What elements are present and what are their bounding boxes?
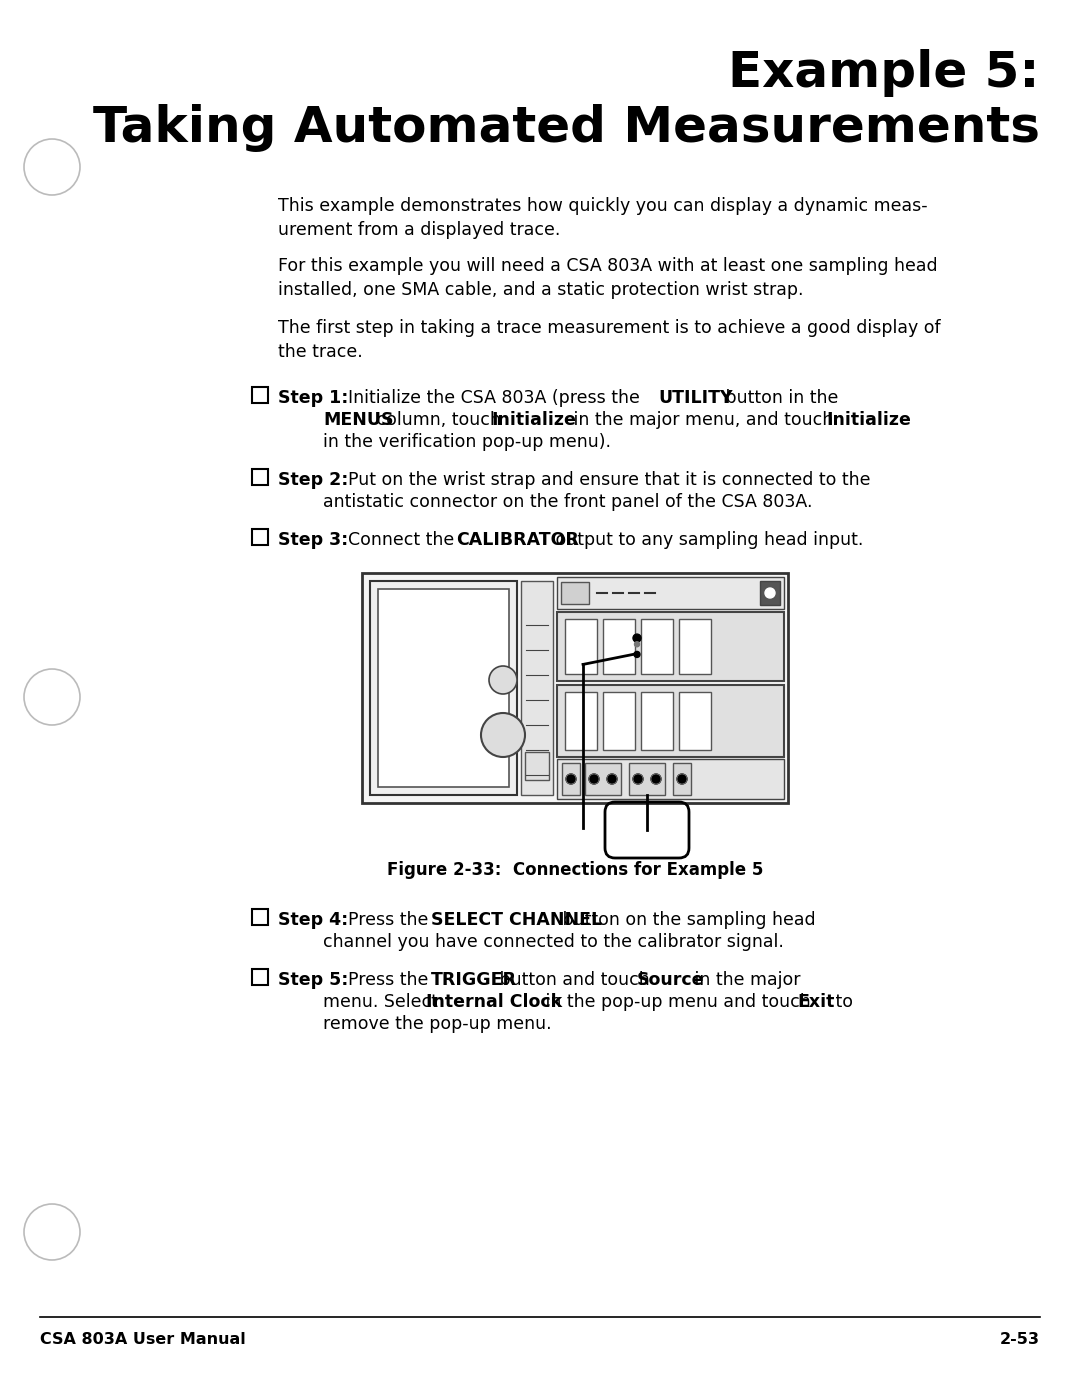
- Text: This example demonstrates how quickly you can display a dynamic meas-
urement fr: This example demonstrates how quickly yo…: [278, 197, 928, 239]
- Text: output to any sampling head input.: output to any sampling head input.: [550, 531, 863, 549]
- Bar: [525, 752, 549, 780]
- Text: channel you have connected to the calibrator signal.: channel you have connected to the calibr…: [323, 933, 784, 951]
- Bar: [603, 619, 635, 673]
- Text: Exit: Exit: [797, 993, 835, 1011]
- Text: Put on the wrist strap and ensure that it is connected to the: Put on the wrist strap and ensure that i…: [348, 471, 870, 489]
- Circle shape: [489, 666, 517, 694]
- Text: CALIBRATOR: CALIBRATOR: [456, 531, 579, 549]
- Bar: [642, 692, 673, 750]
- Text: TRIGGER: TRIGGER: [431, 971, 517, 989]
- Text: Initialize the CSA 803A (press the: Initialize the CSA 803A (press the: [348, 388, 646, 407]
- Circle shape: [633, 774, 643, 784]
- Text: Step 5:: Step 5:: [278, 971, 349, 989]
- Circle shape: [607, 774, 617, 784]
- Text: remove the pop-up menu.: remove the pop-up menu.: [323, 1016, 552, 1032]
- Text: button on the sampling head: button on the sampling head: [557, 911, 815, 929]
- Bar: [760, 581, 780, 605]
- Text: Initialize: Initialize: [491, 411, 576, 429]
- Text: Source: Source: [637, 971, 704, 989]
- Bar: [370, 581, 517, 795]
- Circle shape: [765, 588, 775, 598]
- Text: Initialize: Initialize: [826, 411, 910, 429]
- Bar: [521, 581, 553, 795]
- Bar: [561, 583, 589, 604]
- Text: antistatic connector on the front panel of the CSA 803A.: antistatic connector on the front panel …: [323, 493, 812, 511]
- Text: Figure 2-33:  Connections for Example 5: Figure 2-33: Connections for Example 5: [387, 861, 764, 879]
- Text: Press the: Press the: [348, 971, 434, 989]
- Text: to: to: [831, 993, 853, 1011]
- Bar: [252, 387, 268, 402]
- Bar: [629, 763, 665, 795]
- Bar: [557, 577, 784, 609]
- Circle shape: [651, 774, 661, 784]
- Text: Step 3:: Step 3:: [278, 531, 348, 549]
- Text: Step 4:: Step 4:: [278, 911, 348, 929]
- Text: button and touch: button and touch: [494, 971, 656, 989]
- Text: UTILITY: UTILITY: [658, 388, 732, 407]
- Bar: [565, 692, 597, 750]
- Circle shape: [677, 774, 687, 784]
- Bar: [557, 612, 784, 680]
- Circle shape: [589, 774, 599, 784]
- Text: Press the: Press the: [348, 911, 434, 929]
- Text: MENUS: MENUS: [323, 411, 393, 429]
- Text: Example 5:: Example 5:: [729, 49, 1040, 96]
- Bar: [252, 909, 268, 925]
- Text: button in the: button in the: [720, 388, 838, 407]
- Bar: [362, 573, 788, 803]
- Bar: [642, 619, 673, 673]
- Text: The first step in taking a trace measurement is to achieve a good display of
the: The first step in taking a trace measure…: [278, 319, 941, 360]
- Bar: [557, 685, 784, 757]
- Circle shape: [481, 712, 525, 757]
- Bar: [562, 763, 580, 795]
- Bar: [378, 590, 509, 787]
- Text: in the major menu, and touch: in the major menu, and touch: [568, 411, 839, 429]
- Bar: [252, 970, 268, 985]
- Text: in the verification pop-up menu).: in the verification pop-up menu).: [323, 433, 611, 451]
- Text: 2-53: 2-53: [1000, 1331, 1040, 1347]
- Circle shape: [633, 634, 642, 643]
- Text: Taking Automated Measurements: Taking Automated Measurements: [93, 103, 1040, 152]
- Bar: [673, 763, 691, 795]
- Text: in the major: in the major: [689, 971, 800, 989]
- Bar: [585, 763, 621, 795]
- Text: CSA 803A User Manual: CSA 803A User Manual: [40, 1331, 246, 1347]
- Bar: [565, 619, 597, 673]
- Bar: [679, 619, 711, 673]
- Text: SELECT CHANNEL: SELECT CHANNEL: [431, 911, 603, 929]
- Text: Connect the: Connect the: [348, 531, 460, 549]
- Text: Internal Clock: Internal Clock: [426, 993, 562, 1011]
- Text: column, touch: column, touch: [372, 411, 507, 429]
- Circle shape: [566, 774, 576, 784]
- Text: Step 1:: Step 1:: [278, 388, 349, 407]
- Bar: [679, 692, 711, 750]
- Bar: [557, 759, 784, 799]
- Text: in the pop-up menu and touch: in the pop-up menu and touch: [540, 993, 816, 1011]
- Text: menu. Select: menu. Select: [323, 993, 444, 1011]
- Text: For this example you will need a CSA 803A with at least one sampling head
instal: For this example you will need a CSA 803…: [278, 257, 937, 299]
- Circle shape: [634, 651, 640, 658]
- Circle shape: [635, 641, 639, 647]
- Bar: [252, 529, 268, 545]
- Bar: [252, 469, 268, 485]
- Bar: [603, 692, 635, 750]
- Text: Step 2:: Step 2:: [278, 471, 349, 489]
